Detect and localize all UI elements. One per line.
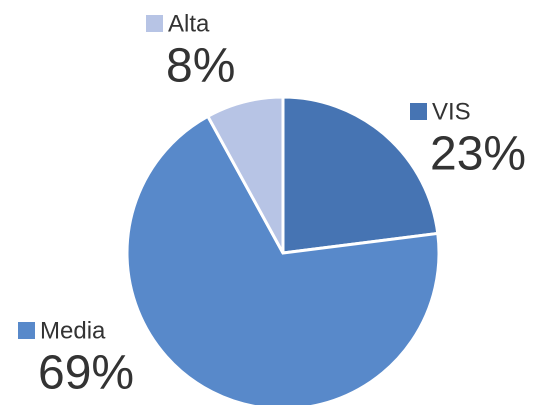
pie-slice [125,114,441,405]
data-label: 23% [430,128,526,181]
legend-swatch [146,15,163,32]
legend-swatch [410,103,427,120]
legend-label: Media [40,317,106,344]
legend-swatch [18,322,35,339]
legend-label: VIS [432,98,471,125]
legend-label: Alta [168,10,210,37]
pie-slice [205,95,285,254]
data-label: 69% [38,347,134,400]
data-label: 8% [166,40,235,93]
pie-slice [281,95,440,255]
